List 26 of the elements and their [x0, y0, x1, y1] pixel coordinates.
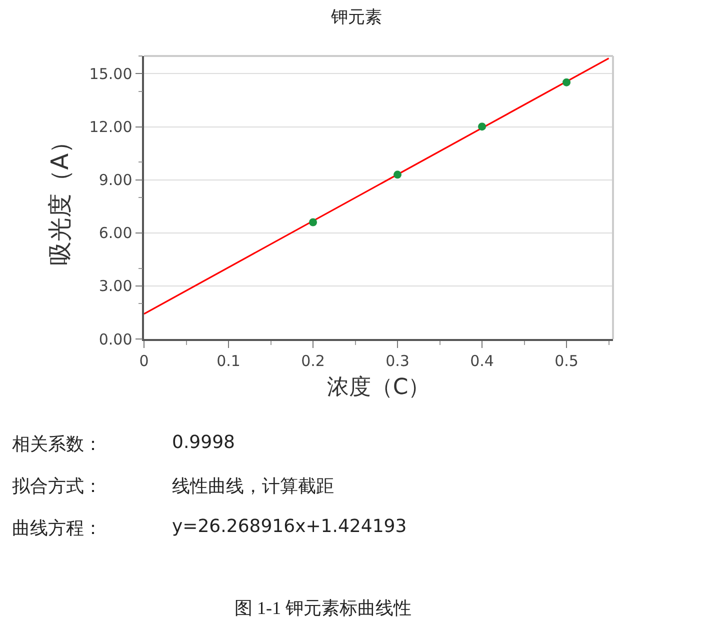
y-tick-label: 15.00: [89, 64, 132, 83]
x-tick-label: 0.4: [470, 352, 494, 370]
caption: 图 1-1 钾元素标曲线性: [234, 597, 412, 620]
point: [394, 170, 402, 179]
x-tick-label: 0.5: [554, 352, 578, 370]
text: 曲线方程：: [12, 517, 102, 540]
x-tick-label: 0.3: [386, 352, 410, 370]
point: [478, 122, 486, 131]
x-tick-label: 0: [139, 352, 149, 370]
text: 线性曲线，计算截距: [172, 475, 334, 498]
text: 0.9998: [172, 432, 235, 453]
x-tick-label: 0.1: [216, 352, 240, 370]
y-tick-label: 0.00: [98, 330, 132, 348]
y-axis-title: 吸光度（A）: [46, 129, 74, 266]
point: [309, 218, 318, 226]
text: 相关系数：: [12, 433, 102, 456]
text: y=26.268916x+1.424193: [172, 516, 407, 537]
y-tick-label: 3.00: [98, 277, 132, 296]
y-tick-label: 12.00: [89, 118, 132, 136]
text: 拟合方式：: [12, 475, 102, 498]
x-axis-title: 浓度（C）: [326, 375, 430, 400]
y-tick-label: 6.00: [98, 224, 132, 242]
y-tick-label: 9.00: [98, 171, 132, 190]
x-tick-label: 0.2: [301, 352, 325, 370]
chart-title: 钾元素: [330, 7, 382, 26]
point: [562, 78, 571, 86]
